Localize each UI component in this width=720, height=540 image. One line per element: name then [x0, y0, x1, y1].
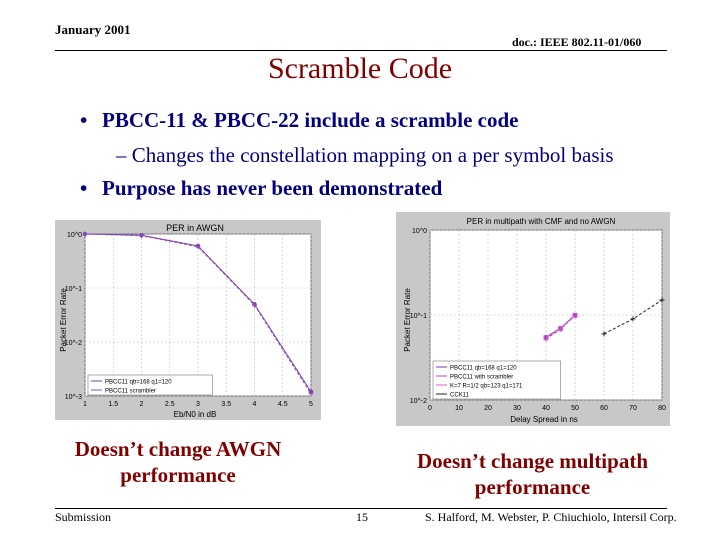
header-doc-id: doc.: IEEE 802.11-01/060	[512, 35, 642, 49]
chart-multipath-legend-label: PBCC11 with scrambler	[450, 375, 513, 381]
chart-awgn-y-tick-label: 10^-2	[65, 340, 82, 347]
chart-awgn-x-tick-label: 3	[196, 401, 200, 408]
chart-awgn-xlabel: Eb/N0 in dB	[174, 410, 217, 419]
chart-awgn-legend-label: PBCC11 qb=168 q1=120	[105, 380, 172, 386]
footer-authors: S. Halford, M. Webster, P. Chiuchiolo, I…	[425, 510, 677, 524]
chart-multipath-data-point	[572, 312, 578, 318]
chart-awgn-y-tick-label: 10^0	[67, 232, 82, 239]
chart-multipath-data-point	[543, 335, 549, 341]
chart-awgn-x-tick-label: 3.5	[221, 401, 231, 408]
chart-awgn-x-tick-label: 1.5	[108, 401, 118, 408]
header-rule	[55, 50, 667, 51]
chart-multipath-title: PER in multipath with CMF and no AWGN	[467, 217, 616, 226]
footer-page-number: 15	[356, 510, 368, 524]
chart-awgn-data-point	[139, 233, 144, 239]
chart-awgn-legend-label: PBCC11 scrambler	[105, 389, 156, 395]
chart-multipath-x-tick-label: 40	[542, 405, 550, 412]
bullet-1-text: PBCC-11 & PBCC-22 include a scramble cod…	[102, 108, 519, 132]
chart-multipath-panel: PER in multipath with CMF and no AWGN Pa…	[396, 212, 670, 426]
chart-awgn-legend	[87, 374, 213, 396]
chart-awgn-y-tick-label: 10^-3	[65, 394, 82, 401]
bullet-1: • PBCC-11 & PBCC-22 include a scramble c…	[80, 108, 519, 133]
sub-bullet-1-text: Changes the constellation mapping on a p…	[131, 143, 614, 167]
caption-multipath: Doesn’t change multipath performance	[416, 449, 648, 499]
chart-multipath-x-tick-label: 70	[629, 405, 637, 412]
chart-awgn-x-tick-label: 2.5	[165, 401, 175, 408]
chart-multipath-series-line	[545, 315, 576, 339]
bullet-dot: •	[80, 176, 88, 200]
chart-multipath-y-tick-label: 10^0	[412, 228, 427, 235]
chart-awgn-x-tick-label: 1	[83, 401, 87, 408]
sub-bullet-dash: –	[116, 143, 132, 167]
bullet-2: • Purpose has never been demonstrated	[80, 176, 443, 201]
chart-multipath-x-tick-label: 0	[428, 405, 432, 412]
chart-multipath-data-point	[558, 326, 563, 332]
chart-multipath-legend-label: K=7 R=1/2 qb=123 q1=171	[450, 384, 523, 390]
chart-awgn-panel: PER in AWGN Packet Error Rate Eb/N0 in d…	[55, 220, 321, 420]
chart-multipath-x-tick-label: 50	[571, 405, 579, 412]
chart-awgn-data-point	[252, 302, 257, 308]
chart-awgn-y-tick-label: 10^-1	[65, 286, 82, 293]
chart-multipath-legend-label: PBCC11 qb=168 q1=120	[450, 366, 517, 372]
chart-multipath-xlabel: Delay Spread in ns	[510, 415, 578, 424]
header-date: January 2001	[55, 22, 131, 37]
footer-rule	[55, 508, 667, 509]
chart-multipath-ylabel: Packet Error Rate	[403, 288, 412, 352]
chart-awgn-data-point	[195, 244, 201, 250]
chart-awgn-ylabel: Packet Error Rate	[59, 288, 68, 352]
chart-multipath-x-tick-label: 30	[513, 405, 521, 412]
chart-awgn-series-line	[84, 233, 312, 395]
chart-multipath-data-point	[659, 297, 665, 303]
chart-multipath-legend-label: CCK11	[450, 393, 470, 399]
chart-multipath-x-tick-label: 20	[484, 405, 492, 412]
chart-awgn-data-point	[308, 391, 314, 397]
chart-multipath-legend	[432, 360, 561, 400]
chart-multipath-x-tick-label: 10	[455, 405, 463, 412]
chart-awgn: PER in AWGN Packet Error Rate Eb/N0 in d…	[59, 223, 314, 419]
chart-multipath-data-point	[601, 331, 607, 337]
bullet-dot: •	[80, 108, 88, 132]
chart-multipath-data-point	[630, 316, 636, 322]
chart-multipath: PER in multipath with CMF and no AWGN Pa…	[403, 217, 666, 424]
chart-awgn-title: PER in AWGN	[166, 223, 224, 233]
caption-awgn: Doesn’t change AWGN performance	[74, 437, 282, 487]
chart-multipath-x-tick-label: 60	[600, 405, 608, 412]
chart-multipath-y-tick-label: 10^-1	[410, 313, 427, 320]
bullet-2-text: Purpose has never been demonstrated	[102, 176, 443, 200]
chart-awgn-x-tick-label: 5	[309, 401, 313, 408]
slide-title: Scramble Code	[267, 52, 453, 85]
sub-bullet-1: – Changes the constellation mapping on a…	[116, 143, 614, 168]
chart-awgn-x-tick-label: 4	[253, 401, 257, 408]
chart-multipath-y-tick-label: 10^-2	[410, 398, 427, 405]
chart-awgn-data-point	[82, 231, 88, 237]
chart-multipath-x-tick-label: 80	[658, 405, 666, 412]
chart-awgn-x-tick-label: 4.5	[278, 401, 288, 408]
chart-awgn-x-tick-label: 2	[140, 401, 144, 408]
footer-submission: Submission	[55, 510, 112, 524]
